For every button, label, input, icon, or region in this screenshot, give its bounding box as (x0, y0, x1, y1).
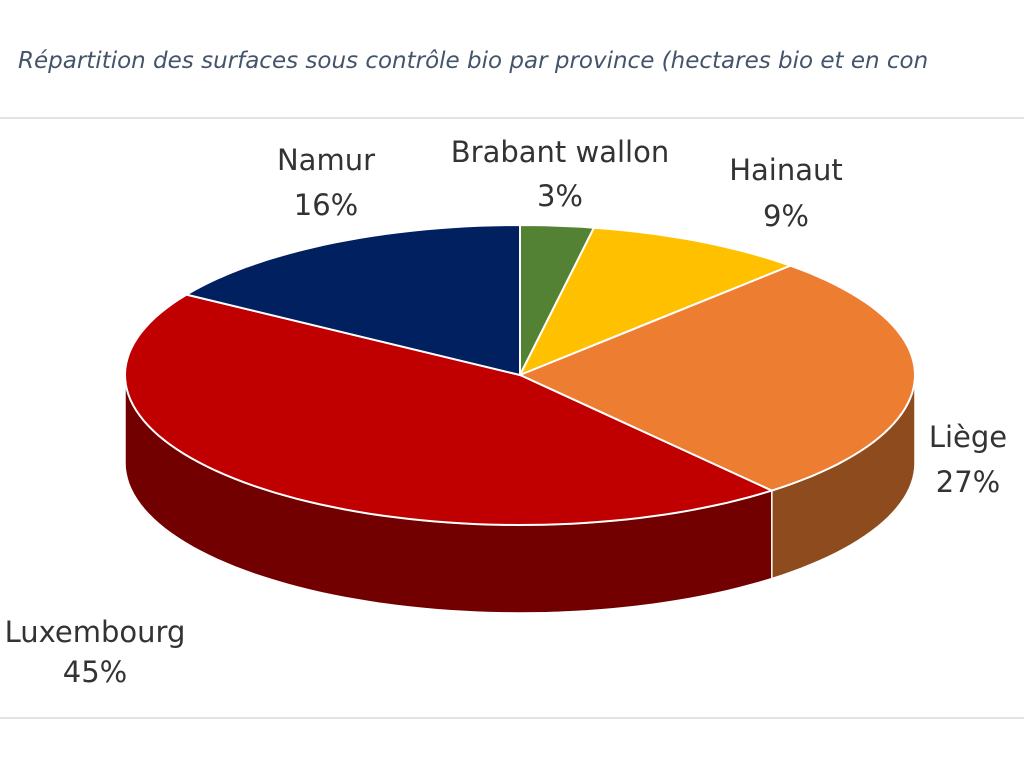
category-label: Luxembourg (5, 615, 186, 649)
category-label: Namur (277, 143, 375, 177)
slice (183, 223, 521, 377)
category-label: Hainaut (729, 153, 843, 187)
category-label: Liège (929, 420, 1007, 454)
slice (517, 226, 794, 377)
pie-tops (123, 223, 917, 527)
value-label: 27% (936, 465, 1000, 499)
data-labels: Brabant wallon 3% Hainaut 9% Liège 27% Luxembo… (5, 135, 1008, 689)
value-label: 16% (294, 188, 358, 222)
category-label: Brabant wallon (451, 135, 669, 169)
value-label: 3% (537, 179, 583, 213)
value-label: 45% (63, 655, 127, 689)
slice (517, 264, 917, 492)
value-label: 9% (763, 199, 809, 233)
slice (123, 293, 775, 527)
chart-title: Répartition des surfaces sous contrôle b… (18, 48, 928, 74)
